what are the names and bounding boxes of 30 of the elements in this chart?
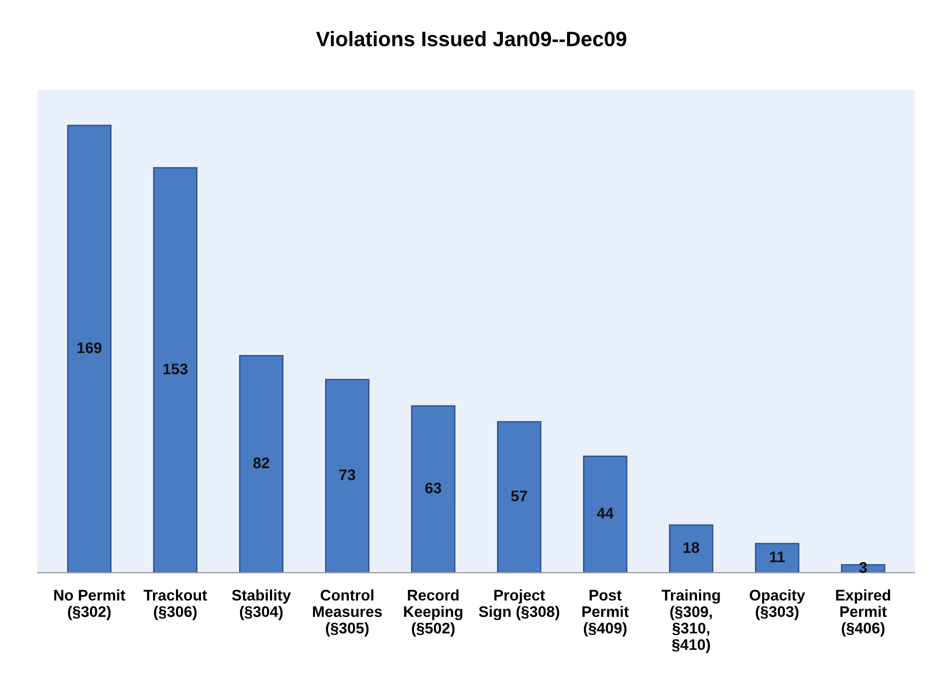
data-label: 169	[78, 342, 102, 354]
x-tick-label: Expired Permit (§406)	[836, 589, 890, 637]
bar	[497, 421, 542, 573]
chart-title: Violations Issued Jan09--Dec09	[316, 31, 626, 46]
x-tick-label: Trackout (§306)	[144, 589, 207, 620]
data-label: 153	[164, 364, 188, 374]
x-tick-label: Project Sign (§308)	[478, 589, 560, 620]
bar	[668, 524, 714, 573]
data-label: 44	[596, 508, 614, 518]
bar	[754, 542, 800, 573]
x-tick-label: Control Measures (§305)	[313, 589, 382, 637]
bar	[325, 378, 370, 573]
x-tick-label: No Permit (§302)	[54, 589, 126, 620]
bar	[582, 456, 628, 573]
x-tick-label: Stability (§304)	[232, 589, 291, 620]
x-tick-label: Opacity (§303)	[750, 589, 806, 620]
bar	[411, 405, 456, 573]
data-label: 3	[859, 562, 867, 573]
bar	[239, 355, 284, 573]
data-label: 11	[770, 552, 785, 562]
data-label: 82	[253, 457, 270, 468]
data-label: 57	[511, 490, 528, 502]
data-label: 73	[339, 469, 356, 480]
data-label: 63	[425, 482, 442, 494]
x-tick-label: Training (§309, §310, §410)	[662, 589, 720, 654]
x-tick-label: Post Permit (§409)	[582, 590, 629, 637]
bar	[153, 167, 198, 573]
bar	[67, 124, 112, 573]
x-tick-label: Record Keeping (§502)	[404, 589, 462, 637]
data-label: 18	[684, 542, 700, 553]
